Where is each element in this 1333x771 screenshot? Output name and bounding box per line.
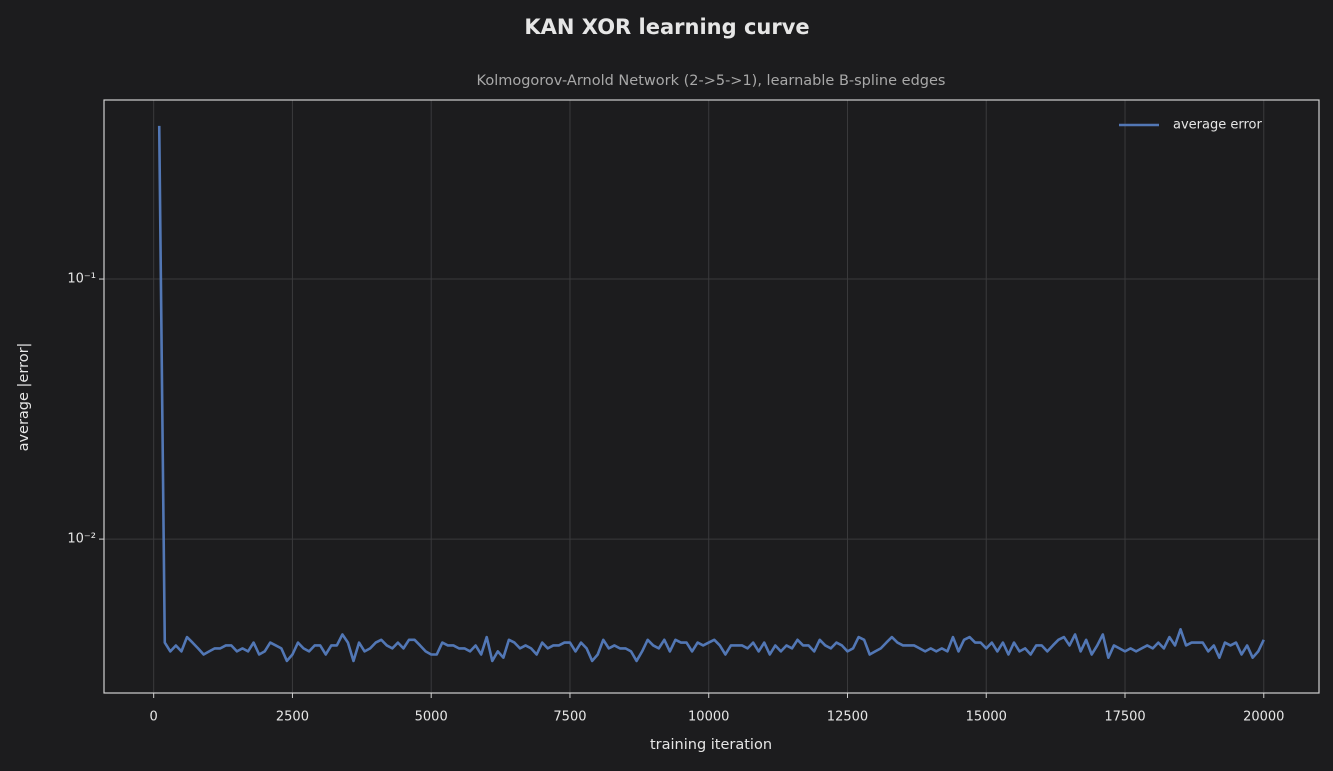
x-axis-label: training iteration <box>650 737 772 753</box>
chart-title: KAN XOR learning curve <box>524 15 809 39</box>
x-tick-label: 17500 <box>1104 710 1145 725</box>
x-tick-label: 0 <box>150 710 158 725</box>
line-series <box>157 125 1265 663</box>
x-tick-label: 7500 <box>553 710 586 725</box>
chart-subtitle: Kolmogorov-Arnold Network (2->5->1), lea… <box>477 73 946 89</box>
y-tick-label: 10⁻¹ <box>67 272 96 287</box>
x-tick-label: 2500 <box>276 710 309 725</box>
legend-label: average error <box>1173 118 1262 133</box>
x-tick-label: 12500 <box>827 710 868 725</box>
x-tick-label: 20000 <box>1243 710 1284 725</box>
y-tick-label: 10⁻² <box>67 532 96 547</box>
x-tick-label: 5000 <box>415 710 448 725</box>
y-axis-label: average |error| <box>16 343 32 452</box>
plot-frame <box>103 99 1320 694</box>
x-tick-label: 15000 <box>966 710 1007 725</box>
x-tick-label: 10000 <box>688 710 729 725</box>
